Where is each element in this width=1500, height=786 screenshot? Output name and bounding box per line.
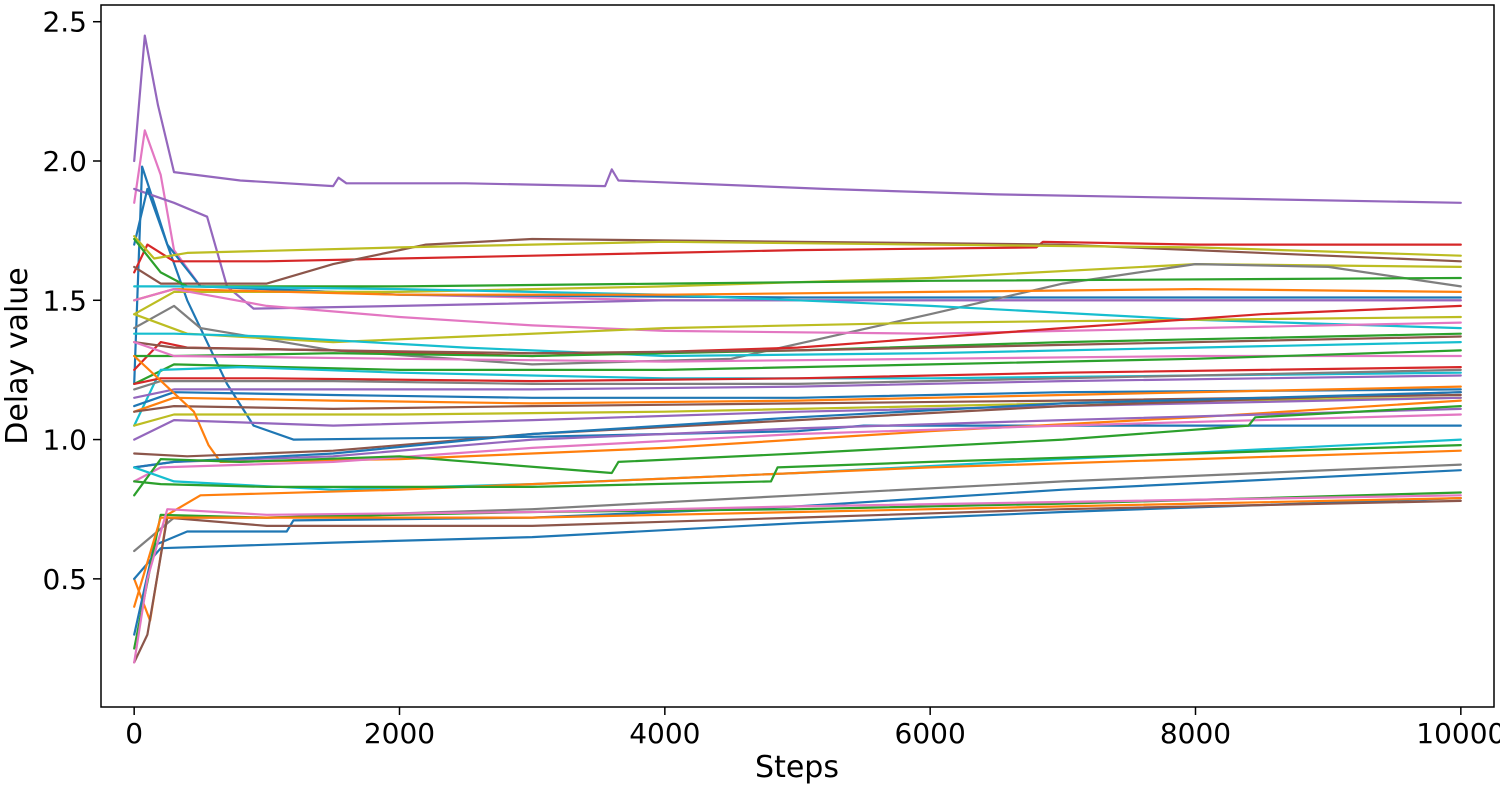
series-line-6 bbox=[133, 240, 1462, 274]
series-line-27 bbox=[133, 385, 1462, 413]
series-line-13 bbox=[133, 288, 1462, 302]
series-line-21 bbox=[133, 349, 1462, 385]
series-line-23 bbox=[133, 366, 1462, 385]
y-tick-label: 2.5 bbox=[42, 6, 87, 39]
series-line-32 bbox=[133, 413, 1462, 483]
series-line-44 bbox=[133, 491, 1462, 650]
series-line-28 bbox=[133, 393, 1462, 413]
series-line-20 bbox=[133, 341, 1462, 363]
series-line-37 bbox=[133, 438, 1462, 491]
series-line-35 bbox=[133, 391, 1462, 469]
series-line-11 bbox=[133, 237, 1462, 288]
series-line-19 bbox=[133, 335, 1462, 355]
series-line-36 bbox=[133, 405, 1462, 497]
y-tick-label: 1.0 bbox=[42, 424, 87, 457]
x-tick-label: 8000 bbox=[1160, 717, 1231, 750]
series-line-7 bbox=[133, 237, 1462, 285]
y-axis: 0.5 1.0 1.5 2.0 2.5 bbox=[42, 6, 101, 596]
series-line-14 bbox=[133, 288, 1462, 335]
y-tick-label: 1.5 bbox=[42, 284, 87, 317]
x-tick-label: 4000 bbox=[629, 717, 700, 750]
x-tick-label: 6000 bbox=[895, 717, 966, 750]
series-line-8 bbox=[133, 235, 1462, 260]
series-line-25 bbox=[133, 374, 1462, 399]
series-line-39 bbox=[133, 444, 1462, 488]
series-line-42 bbox=[133, 497, 1462, 581]
plot-frame bbox=[100, 4, 1495, 708]
y-tick-label: 0.5 bbox=[42, 563, 87, 596]
series-line-45 bbox=[133, 497, 1462, 608]
x-axis-label: Steps bbox=[755, 750, 839, 785]
y-tick-label: 2.0 bbox=[42, 145, 87, 178]
x-tick-label: 10000 bbox=[1416, 717, 1500, 750]
series-line-10 bbox=[133, 263, 1462, 366]
series-line-43 bbox=[133, 499, 1462, 664]
series-line-1 bbox=[133, 34, 1462, 204]
series-line-2 bbox=[133, 129, 1462, 302]
series-line-38 bbox=[133, 449, 1462, 622]
y-axis-label: Delay value bbox=[0, 267, 35, 445]
series-line-46 bbox=[133, 494, 1462, 664]
x-tick-label: 2000 bbox=[364, 717, 435, 750]
x-tick-label: 0 bbox=[125, 717, 143, 750]
series-line-40 bbox=[133, 463, 1462, 553]
series-line-30 bbox=[133, 354, 1462, 463]
x-axis: 0 2000 4000 6000 8000 10000 bbox=[125, 707, 1500, 750]
series-layer bbox=[133, 34, 1462, 664]
series-line-4 bbox=[133, 187, 1462, 310]
series-line-41 bbox=[133, 469, 1462, 636]
